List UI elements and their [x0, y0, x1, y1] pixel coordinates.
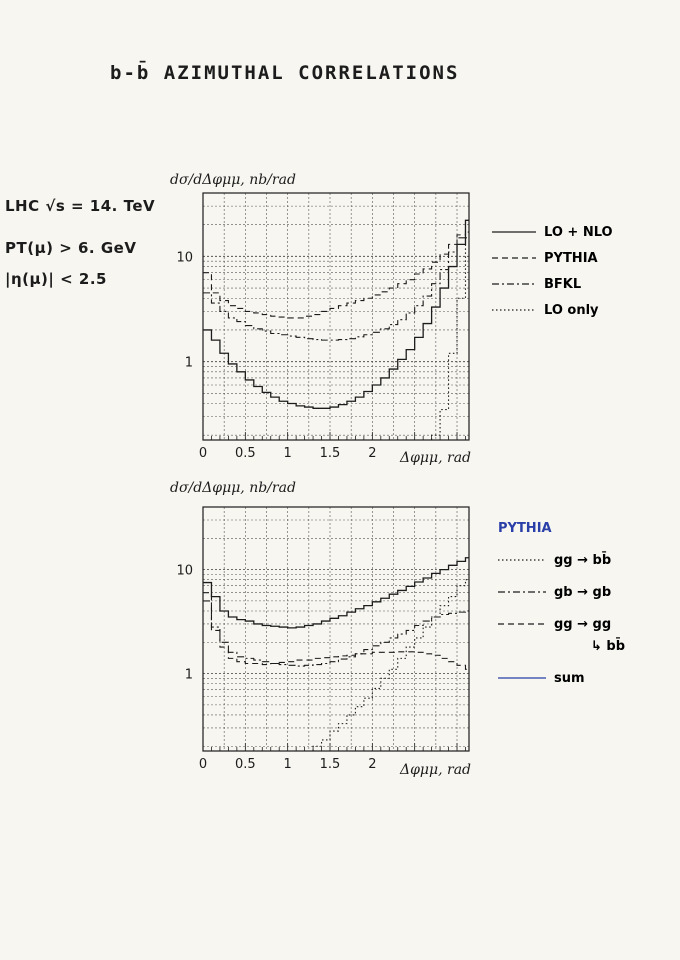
y-tick-label: 10: [176, 564, 193, 579]
series-solid: [203, 557, 469, 629]
y-tick-label: 1: [185, 356, 193, 371]
chart2-legend: PYTHIA gg → bb̄ gb → gb gg → gg ↳ bb̄ sum: [498, 521, 625, 686]
series-dashed: [203, 592, 469, 670]
chart1-ylabel: dσ/dΔφμμ, nb/rad: [170, 172, 296, 188]
chart2-frame: [202, 506, 470, 752]
x-tick-label: 0: [199, 446, 207, 461]
chart2-grid: [203, 507, 469, 751]
chart-2: 0 0.5 1 1.5 2 1 10 PYTHIA gg → bb̄ gb → gb gg → gg…: [176, 506, 625, 772]
y-tick-label: 1: [185, 668, 193, 683]
chart2-xlabel: Δφμμ, rad: [400, 762, 472, 778]
legend-label: gg → bb̄: [554, 552, 611, 568]
x-tick-label: 1: [284, 446, 292, 461]
legend-label: BFKL: [544, 277, 581, 292]
chart2-ylabel: dσ/dΔφμμ, nb/rad: [170, 480, 296, 496]
x-tick-label: 1.5: [320, 757, 341, 772]
x-tick-label: 1: [284, 757, 292, 772]
legend-label: gg → gg: [554, 617, 611, 632]
chart1-grid: [203, 193, 469, 440]
condition-pt: PT(μ) > 6. GeV: [5, 239, 137, 257]
legend-label: gb → gb: [554, 585, 611, 600]
condition-eta: |η(μ)| < 2.5: [5, 270, 107, 288]
chart-1: 0 0.5 1 1.5 2 1 10 LO + NLO PYTHIA BFKL LO only: [176, 192, 613, 461]
x-tick-label: 0.5: [235, 446, 256, 461]
x-tick-label: 2: [368, 757, 376, 772]
page-title: b-b̄ AZIMUTHAL CORRELATIONS: [110, 62, 460, 84]
series-dotted: [312, 579, 469, 751]
x-tick-label: 0.5: [235, 757, 256, 772]
series-dashdot: [203, 600, 469, 667]
chart1-xlabel: Δφμμ, rad: [400, 450, 472, 466]
legend-label: LO + NLO: [544, 225, 613, 240]
legend-label: PYTHIA: [544, 251, 598, 266]
series-dotted: [431, 237, 469, 440]
series-dashed: [203, 228, 469, 319]
condition-energy: LHC √s = 14. TeV: [5, 197, 156, 215]
y-tick-label: 10: [176, 250, 193, 265]
legend-label: sum: [554, 671, 585, 686]
x-tick-label: 1.5: [320, 446, 341, 461]
series-dashdot: [203, 231, 469, 341]
chart1-legend: LO + NLO PYTHIA BFKL LO only: [492, 225, 613, 318]
x-tick-label: 0: [199, 757, 207, 772]
legend-annotation: ↳ bb̄: [591, 638, 625, 654]
chart1-frame: [202, 192, 470, 441]
series-solid: [203, 219, 469, 409]
legend-title: PYTHIA: [498, 521, 552, 536]
x-tick-label: 2: [368, 446, 376, 461]
legend-label: LO only: [544, 303, 599, 318]
